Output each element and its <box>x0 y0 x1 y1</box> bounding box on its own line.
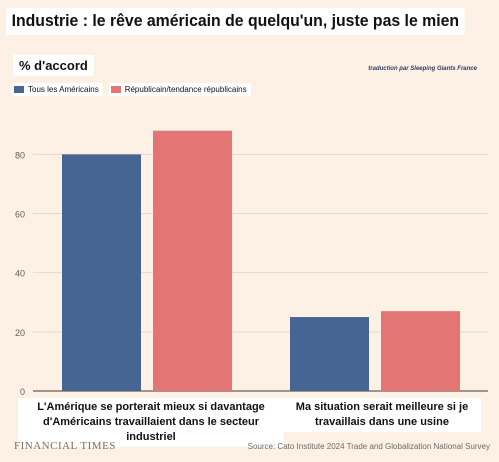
y-tick-label-20: 20 <box>15 328 25 338</box>
legend-item-republicans: Républicain/tendance républicains <box>108 83 251 96</box>
bar-republicans-0 <box>153 130 232 391</box>
legend-swatch-republicans <box>110 86 121 93</box>
category-label-manufacturing: L'Amérique se porterait mieux si davanta… <box>18 398 284 447</box>
y-tick-label-80: 80 <box>15 150 25 160</box>
bar-all-americans-1 <box>290 317 369 391</box>
legend-item-all-americans: Tous les Américains <box>12 83 103 96</box>
chart-title: Industrie : le rêve américain de quelqu'… <box>6 8 465 35</box>
category-label-factory-job: Ma situation serait meilleure si je trav… <box>283 398 481 432</box>
source-note: Source: Cato Institute 2024 Trade and Gl… <box>247 442 490 451</box>
legend-swatch-all-americans <box>14 86 24 93</box>
y-tick-label-40: 40 <box>15 269 25 279</box>
translation-credit: traduction par Sleeping Giants France <box>368 66 477 72</box>
legend-label-republicans: Républicain/tendance républicains <box>124 85 247 94</box>
chart-legend: Tous les Américains Républicain/tendance… <box>12 83 257 96</box>
legend-label-all-americans: Tous les Américains <box>28 85 99 94</box>
bar-republicans-1 <box>381 311 460 391</box>
ft-brand-logo: FINANCIAL TIMES <box>14 440 116 452</box>
bar-all-americans-0 <box>62 154 141 391</box>
y-tick-label-60: 60 <box>15 210 25 220</box>
chart-subtitle: % d'accord <box>13 55 94 76</box>
y-tick-label-0: 0 <box>20 387 25 397</box>
